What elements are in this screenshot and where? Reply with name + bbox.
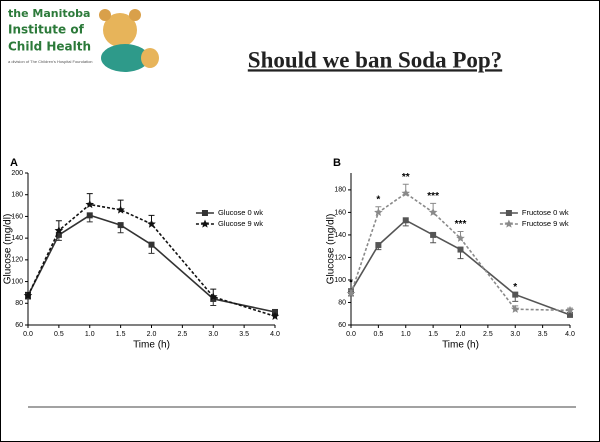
bear-body — [101, 44, 149, 72]
marker — [374, 207, 383, 216]
x-tick-label: 2.0 — [456, 331, 466, 338]
x-tick-label: 2.0 — [147, 331, 157, 338]
logo-line: Child Health — [8, 40, 91, 54]
y-tick-label: 140 — [334, 232, 346, 239]
panel-label: B — [333, 157, 341, 169]
x-tick-label: 3.0 — [510, 331, 520, 338]
marker — [200, 219, 210, 228]
marker — [512, 291, 519, 298]
significance: * — [349, 278, 353, 289]
y-axis-label: Glucose (mg/dl) — [3, 214, 14, 285]
x-tick-label: 0.5 — [374, 331, 384, 338]
marker — [457, 246, 464, 253]
y-tick-label: 100 — [334, 277, 346, 284]
marker — [375, 242, 382, 249]
marker — [148, 241, 155, 248]
bear-head — [103, 13, 137, 47]
bear-ear — [99, 9, 111, 21]
x-tick-label: 4.0 — [565, 331, 575, 338]
marker — [116, 205, 125, 214]
y-tick-label: 80 — [15, 300, 23, 307]
logo-line: Institute of — [8, 23, 85, 37]
slide-title: Should we ban Soda Pop? — [248, 47, 502, 72]
x-tick-label: 0.0 — [346, 331, 356, 338]
y-tick-label: 200 — [11, 170, 23, 177]
x-tick-label: 3.0 — [208, 331, 218, 338]
legend-label: Fructose 0 wk — [522, 208, 569, 217]
y-tick-label: 180 — [11, 192, 23, 199]
marker — [567, 311, 573, 318]
marker — [402, 217, 409, 224]
x-tick-label: 2.5 — [178, 331, 188, 338]
logo: the Manitoba Institute of Child Health a… — [8, 7, 159, 72]
marker — [505, 210, 512, 216]
y-axis-label: Glucose (mg/dl) — [326, 214, 337, 285]
y-tick-label: 160 — [334, 209, 346, 216]
marker — [565, 305, 575, 314]
significance: ** — [402, 172, 410, 183]
x-tick-label: 1.0 — [85, 331, 95, 338]
x-tick-label: 0.5 — [54, 331, 64, 338]
marker — [270, 311, 280, 320]
marker — [210, 295, 217, 302]
marker — [456, 233, 465, 242]
significance: * — [376, 194, 380, 205]
bear-ear — [129, 9, 141, 21]
marker — [86, 212, 93, 219]
marker — [55, 231, 62, 238]
x-tick-label: 4.0 — [270, 331, 280, 338]
marker — [85, 200, 94, 209]
x-tick-label: 3.5 — [538, 331, 548, 338]
marker — [54, 226, 64, 235]
x-tick-label: 1.5 — [428, 331, 438, 338]
legend-label: Fructose 9 wk — [522, 219, 569, 228]
legend-label: Glucose 9 wk — [218, 219, 263, 228]
marker — [511, 304, 520, 313]
logo-subtitle: a division of The Children's Hospital Fo… — [8, 59, 93, 64]
legend-label: Glucose 0 wk — [218, 208, 263, 217]
y-tick-label: 60 — [15, 322, 23, 329]
y-tick-label: 60 — [338, 322, 346, 329]
x-tick-label: 2.5 — [483, 331, 493, 338]
bear-paw — [141, 48, 159, 68]
panel-label: A — [10, 157, 18, 169]
marker — [201, 210, 208, 216]
y-tick-label: 80 — [338, 299, 346, 306]
x-tick-label: 3.5 — [239, 331, 249, 338]
y-tick-label: 140 — [11, 235, 23, 242]
marker — [346, 289, 356, 298]
x-axis-label: Time (h) — [442, 340, 479, 351]
y-tick-label: 160 — [11, 213, 23, 220]
marker — [147, 219, 156, 228]
significance: * — [513, 282, 517, 293]
x-axis-label: Time (h) — [133, 340, 170, 351]
y-tick-label: 100 — [11, 278, 23, 285]
logo-line: the Manitoba — [8, 7, 90, 20]
y-tick-label: 180 — [334, 187, 346, 194]
marker — [117, 222, 124, 229]
x-tick-label: 0.0 — [23, 331, 33, 338]
y-tick-label: 120 — [11, 257, 23, 264]
significance: *** — [455, 219, 467, 230]
marker — [401, 188, 410, 197]
marker — [209, 292, 218, 301]
y-tick-label: 120 — [334, 254, 346, 261]
marker — [430, 231, 437, 238]
marker — [428, 207, 438, 216]
x-tick-label: 1.5 — [116, 331, 126, 338]
x-tick-label: 1.0 — [401, 331, 411, 338]
significance: *** — [427, 191, 439, 202]
marker — [504, 219, 514, 228]
marker — [23, 291, 33, 300]
